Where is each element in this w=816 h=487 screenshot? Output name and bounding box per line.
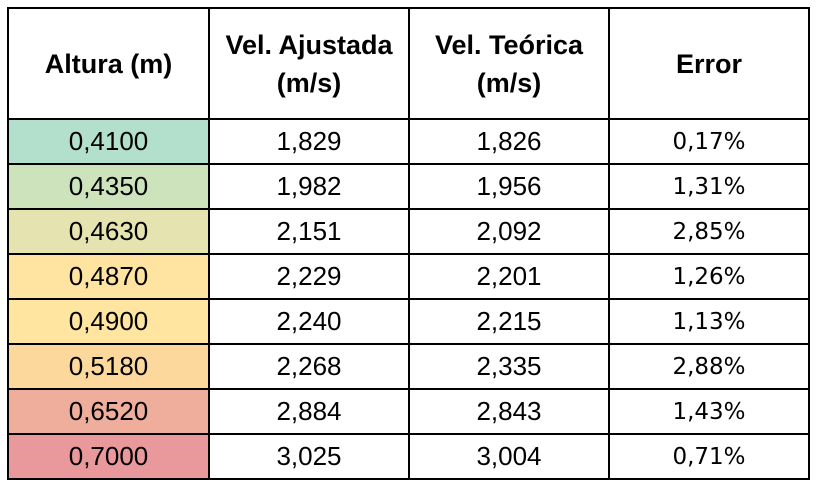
table-row: 0,4630 2,151 2,092 2,85% [7, 208, 810, 255]
altura-cell: 0,4900 [7, 298, 210, 345]
altura-cell: 0,4630 [7, 208, 210, 255]
header-error: Error [608, 7, 810, 120]
vel-ajustada-cell: 3,025 [208, 433, 410, 480]
table-row: 0,4870 2,229 2,201 1,26% [7, 253, 810, 300]
vel-ajustada-cell: 2,240 [208, 298, 410, 345]
altura-cell: 0,4100 [7, 118, 210, 165]
altura-cell: 0,4350 [7, 163, 210, 210]
table-body: 0,4100 1,829 1,826 0,17% 0,4350 1,982 1,956 1,3… [7, 118, 810, 480]
vel-teorica-cell: 2,335 [408, 343, 610, 390]
error-cell: 2,88% [608, 343, 810, 390]
altura-cell: 0,6520 [7, 388, 210, 435]
vel-ajustada-cell: 2,151 [208, 208, 410, 255]
table-row: 0,4900 2,240 2,215 1,13% [7, 298, 810, 345]
vel-ajustada-cell: 1,982 [208, 163, 410, 210]
vel-ajustada-cell: 2,229 [208, 253, 410, 300]
vel-teorica-cell: 2,215 [408, 298, 610, 345]
header-altura: Altura (m) [7, 7, 210, 120]
vel-teorica-cell: 1,826 [408, 118, 610, 165]
vel-ajustada-cell: 1,829 [208, 118, 410, 165]
table-row: 0,6520 2,884 2,843 1,43% [7, 388, 810, 435]
vel-teorica-cell: 1,956 [408, 163, 610, 210]
header-vel-ajustada-label: Vel. Ajustada [225, 29, 393, 60]
vel-ajustada-cell: 2,884 [208, 388, 410, 435]
header-altura-label: Altura (m) [44, 48, 173, 79]
header-row: Altura (m) Vel. Ajustada (m/s) Vel. Teór… [7, 7, 810, 120]
table-row: 0,4350 1,982 1,956 1,31% [7, 163, 810, 210]
header-vel-ajustada: Vel. Ajustada (m/s) [208, 7, 410, 120]
vel-ajustada-cell: 2,268 [208, 343, 410, 390]
vel-teorica-cell: 3,004 [408, 433, 610, 480]
table-row: 0,5180 2,268 2,335 2,88% [7, 343, 810, 390]
error-cell: 0,17% [608, 118, 810, 165]
header-vel-teorica: Vel. Teórica (m/s) [408, 7, 610, 120]
table-row: 0,7000 3,025 3,004 0,71% [7, 433, 810, 480]
error-cell: 2,85% [608, 208, 810, 255]
error-cell: 1,43% [608, 388, 810, 435]
vel-teorica-cell: 2,843 [408, 388, 610, 435]
header-vel-teorica-label: Vel. Teórica [434, 29, 584, 60]
header-error-label: Error [675, 48, 743, 79]
vel-teorica-cell: 2,201 [408, 253, 610, 300]
altura-cell: 0,7000 [7, 433, 210, 480]
error-cell: 1,31% [608, 163, 810, 210]
vel-teorica-cell: 2,092 [408, 208, 610, 255]
header-vel-teorica-unit: (m/s) [476, 67, 542, 98]
error-cell: 1,26% [608, 253, 810, 300]
altura-cell: 0,5180 [7, 343, 210, 390]
altura-cell: 0,4870 [7, 253, 210, 300]
error-cell: 0,71% [608, 433, 810, 480]
table-row: 0,4100 1,829 1,826 0,17% [7, 118, 810, 165]
header-vel-ajustada-unit: (m/s) [276, 67, 342, 98]
velocity-table: Altura (m) Vel. Ajustada (m/s) Vel. Teór… [7, 7, 810, 480]
error-cell: 1,13% [608, 298, 810, 345]
